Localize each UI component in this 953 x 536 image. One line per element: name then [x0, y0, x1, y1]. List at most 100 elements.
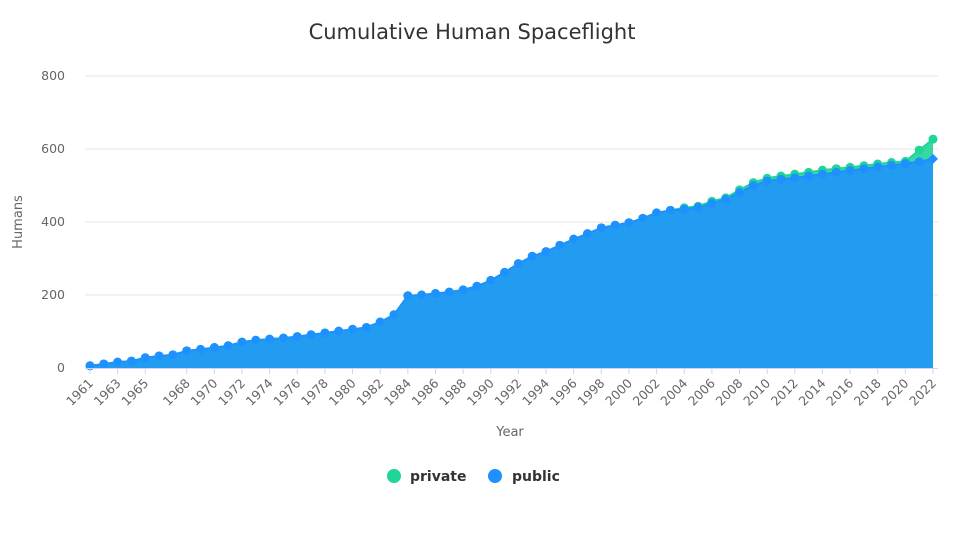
- public-point[interactable]: [652, 208, 662, 218]
- public-point[interactable]: [209, 343, 219, 353]
- public-point[interactable]: [472, 281, 482, 291]
- x-tick-label: 1988: [436, 375, 469, 408]
- public-point[interactable]: [707, 198, 717, 208]
- y-tick-label: 400: [41, 214, 65, 229]
- public-point[interactable]: [500, 267, 510, 277]
- y-tick-label: 0: [57, 360, 65, 375]
- public-point[interactable]: [251, 335, 261, 345]
- x-tick-label: 2006: [685, 375, 718, 408]
- public-point[interactable]: [168, 350, 178, 360]
- public-point[interactable]: [665, 205, 675, 215]
- public-point[interactable]: [154, 351, 164, 361]
- x-tick-label: 2020: [878, 375, 911, 408]
- x-tick-label: 1984: [381, 375, 414, 408]
- public-point[interactable]: [845, 166, 855, 176]
- public-point[interactable]: [444, 287, 454, 297]
- y-axis-title: Humans: [11, 195, 26, 249]
- public-point[interactable]: [196, 344, 206, 354]
- public-point[interactable]: [693, 202, 703, 212]
- public-point[interactable]: [430, 289, 440, 299]
- public-point[interactable]: [831, 167, 841, 177]
- public-point[interactable]: [887, 160, 897, 170]
- public-point[interactable]: [265, 334, 275, 344]
- public-point[interactable]: [375, 317, 385, 327]
- x-tick-label: 2018: [851, 375, 884, 408]
- public-point[interactable]: [334, 326, 344, 336]
- public-point[interactable]: [859, 164, 869, 174]
- private-point[interactable]: [914, 145, 924, 155]
- public-point[interactable]: [113, 357, 123, 367]
- public-point[interactable]: [389, 310, 399, 320]
- public-point[interactable]: [182, 346, 192, 356]
- public-point[interactable]: [790, 173, 800, 183]
- public-point[interactable]: [596, 223, 606, 233]
- public-point[interactable]: [817, 169, 827, 179]
- public-point[interactable]: [624, 218, 634, 228]
- public-point[interactable]: [679, 204, 689, 214]
- x-tick-label: 1963: [91, 376, 124, 409]
- x-tick-label: 1998: [574, 375, 607, 408]
- public-point[interactable]: [486, 275, 496, 285]
- public-point[interactable]: [527, 251, 537, 261]
- legend-item-public[interactable]: public: [488, 469, 560, 485]
- public-point[interactable]: [610, 220, 620, 230]
- y-tick-label: 600: [41, 141, 65, 156]
- x-tick-label: 1965: [118, 376, 151, 409]
- x-tick-label: 2008: [713, 375, 746, 408]
- public-point[interactable]: [320, 328, 330, 338]
- x-tick-label: 2022: [906, 376, 939, 409]
- x-tick-label: 1978: [298, 375, 331, 408]
- y-tick-label: 800: [41, 68, 65, 83]
- public-point[interactable]: [292, 332, 302, 342]
- x-tick-label: 1994: [519, 375, 552, 408]
- public-point[interactable]: [541, 247, 551, 257]
- public-point[interactable]: [348, 324, 358, 334]
- public-point[interactable]: [99, 359, 109, 369]
- x-tick-label: 1982: [353, 376, 386, 409]
- public-point[interactable]: [583, 229, 593, 239]
- public-point[interactable]: [638, 213, 648, 223]
- public-point[interactable]: [804, 171, 814, 181]
- y-tick-label: 200: [41, 287, 65, 302]
- public-point[interactable]: [735, 187, 745, 197]
- public-point[interactable]: [569, 234, 579, 244]
- x-tick-label: 1976: [270, 375, 303, 408]
- x-tick-label: 1970: [187, 375, 220, 408]
- public-point[interactable]: [555, 240, 565, 250]
- x-tick-label: 1986: [409, 375, 442, 408]
- public-point[interactable]: [306, 330, 316, 340]
- public-point[interactable]: [914, 157, 924, 167]
- public-point[interactable]: [776, 174, 786, 184]
- public-point[interactable]: [223, 341, 233, 351]
- public-area: [90, 158, 933, 368]
- legend-item-private[interactable]: private: [387, 469, 467, 485]
- legend-swatch: [387, 469, 401, 483]
- x-tick-label: 1992: [491, 376, 524, 409]
- public-point[interactable]: [237, 337, 247, 347]
- legend-label: public: [512, 469, 560, 485]
- public-point[interactable]: [721, 194, 731, 204]
- public-point[interactable]: [873, 162, 883, 172]
- private-point[interactable]: [928, 134, 938, 144]
- public-point[interactable]: [403, 291, 413, 301]
- public-point[interactable]: [140, 353, 150, 363]
- x-tick-label: 2002: [630, 376, 663, 409]
- legend: private public: [387, 469, 560, 485]
- x-tick-label: 2004: [657, 375, 690, 408]
- x-tick-label: 1980: [326, 375, 359, 408]
- x-tick-label: 2000: [602, 375, 635, 408]
- x-tick-label: 1968: [160, 375, 193, 408]
- public-point[interactable]: [900, 159, 910, 169]
- x-axis-title: Year: [495, 425, 524, 440]
- public-point[interactable]: [762, 176, 772, 186]
- public-point[interactable]: [928, 153, 938, 164]
- x-tick-label: 1996: [547, 375, 580, 408]
- public-point[interactable]: [748, 181, 758, 190]
- public-point[interactable]: [417, 290, 427, 300]
- x-tick-label: 2012: [768, 376, 801, 409]
- public-point[interactable]: [278, 333, 288, 343]
- public-point[interactable]: [361, 322, 371, 332]
- public-point[interactable]: [126, 356, 136, 366]
- public-point[interactable]: [513, 259, 523, 269]
- public-point[interactable]: [458, 285, 468, 295]
